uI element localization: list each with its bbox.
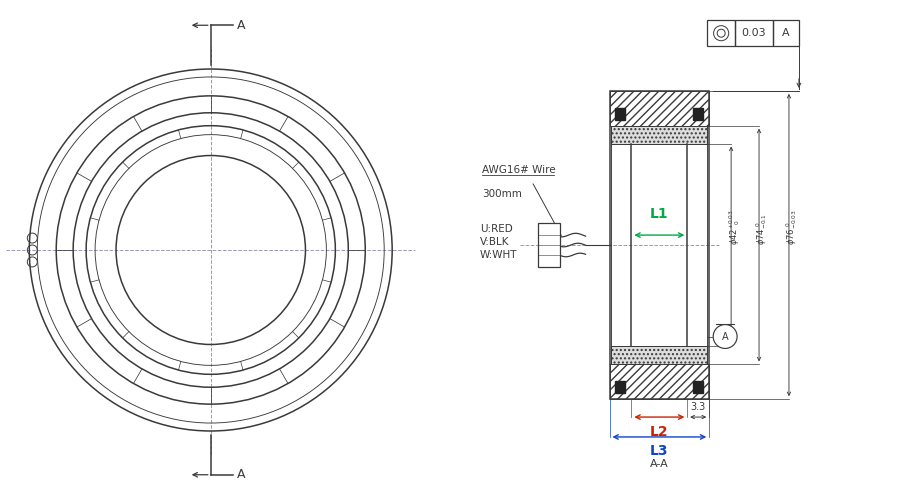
Text: A: A bbox=[237, 468, 245, 481]
Text: A: A bbox=[782, 28, 790, 38]
Bar bbox=[611, 346, 707, 364]
Text: A: A bbox=[237, 19, 245, 32]
Text: A-A: A-A bbox=[650, 459, 669, 469]
Bar bbox=[773, 20, 799, 46]
Text: 300mm: 300mm bbox=[482, 190, 522, 200]
Bar bbox=[537, 223, 560, 267]
Text: $\phi$76$^{\ 0}_{-0.03}$: $\phi$76$^{\ 0}_{-0.03}$ bbox=[785, 209, 799, 245]
Bar bbox=[609, 91, 709, 126]
Text: U:RED: U:RED bbox=[480, 224, 513, 234]
Text: $\phi$74$^{\ 0}_{-0.1}$: $\phi$74$^{\ 0}_{-0.1}$ bbox=[754, 213, 770, 245]
Bar bbox=[609, 364, 709, 399]
Bar bbox=[609, 364, 709, 399]
Bar bbox=[611, 126, 707, 144]
Bar bbox=[693, 108, 703, 120]
Bar bbox=[609, 91, 709, 126]
Text: 3.3: 3.3 bbox=[690, 402, 706, 412]
Circle shape bbox=[713, 324, 737, 348]
Bar bbox=[616, 382, 625, 393]
Text: L3: L3 bbox=[650, 444, 669, 458]
Bar bbox=[616, 108, 625, 120]
Text: W:WHT: W:WHT bbox=[480, 250, 518, 260]
Bar bbox=[611, 346, 707, 364]
Text: V:BLK: V:BLK bbox=[480, 237, 509, 247]
Bar bbox=[735, 20, 773, 46]
Bar bbox=[707, 20, 735, 46]
Bar bbox=[609, 91, 709, 399]
Text: L1: L1 bbox=[650, 207, 669, 221]
Bar bbox=[611, 126, 707, 144]
Text: $\phi$42$^{+0.03}_{\ \ 0}$: $\phi$42$^{+0.03}_{\ \ 0}$ bbox=[726, 209, 742, 245]
Text: A: A bbox=[722, 332, 728, 342]
Text: 0.03: 0.03 bbox=[742, 28, 767, 38]
Bar bbox=[693, 382, 703, 393]
Text: L2: L2 bbox=[650, 425, 669, 439]
Text: AWG16# Wire: AWG16# Wire bbox=[482, 166, 555, 175]
